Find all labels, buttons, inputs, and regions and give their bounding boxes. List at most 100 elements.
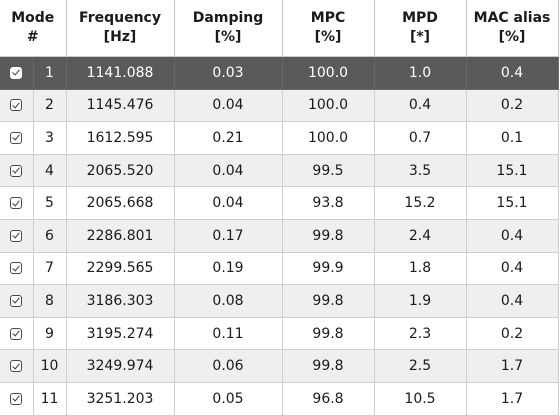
mode-number-cell: 3 [32, 121, 67, 155]
mac-alias-cell: 1.7 [465, 349, 559, 383]
column-header-unit: [%] [314, 29, 342, 45]
mpc-cell: 99.5 [281, 153, 375, 188]
table-row[interactable]: 5 2065.668 0.04 93.8 15.2 15.1 [0, 186, 559, 220]
row-checkbox-cell[interactable] [0, 121, 34, 155]
column-header-unit: # [26, 29, 39, 45]
table-row[interactable]: 10 3249.974 0.06 99.8 2.5 1.7 [0, 349, 559, 383]
damping-cell: 0.04 [173, 88, 283, 123]
damping-cell: 0.19 [173, 251, 283, 286]
row-checkbox[interactable] [10, 131, 23, 144]
column-header-damping[interactable]: Damping [%] [173, 0, 283, 57]
mac-alias-cell: 0.2 [465, 88, 559, 123]
mpd-cell: 0.4 [373, 88, 467, 123]
column-header-unit: [%] [498, 29, 526, 45]
mpc-cell: 99.8 [281, 284, 375, 318]
mac-alias-cell: 1.7 [465, 381, 559, 416]
table-row[interactable]: 11 3251.203 0.05 96.8 10.5 1.7 [0, 381, 559, 416]
mac-alias-cell: 0.4 [465, 56, 559, 90]
row-checkbox-cell[interactable] [0, 316, 34, 351]
mpc-cell: 99.8 [281, 218, 375, 253]
row-checkbox[interactable] [10, 229, 23, 242]
column-header-unit: [Hz] [103, 29, 137, 45]
frequency-cell: 3186.303 [65, 284, 175, 318]
damping-cell: 0.06 [173, 349, 283, 383]
mpc-cell: 100.0 [281, 88, 375, 123]
frequency-cell: 3249.974 [65, 349, 175, 383]
row-checkbox-cell[interactable] [0, 88, 34, 123]
column-header-mpd[interactable]: MPD [*] [373, 0, 467, 57]
mpc-cell: 99.8 [281, 316, 375, 351]
column-header-unit: [%] [214, 29, 242, 45]
table-row[interactable]: 9 3195.274 0.11 99.8 2.3 0.2 [0, 316, 559, 351]
row-checkbox-cell[interactable] [0, 284, 34, 318]
mac-alias-cell: 0.4 [465, 251, 559, 286]
mac-alias-cell: 0.2 [465, 316, 559, 351]
mode-number-cell: 2 [32, 88, 67, 123]
table-body: 1 1141.088 0.03 100.0 1.0 0.4 2 1145.476… [0, 56, 559, 416]
mpc-cell: 100.0 [281, 121, 375, 155]
frequency-cell: 2286.801 [65, 218, 175, 253]
row-checkbox-cell[interactable] [0, 56, 34, 90]
frequency-cell: 1145.476 [65, 88, 175, 123]
mode-number-cell: 4 [32, 153, 67, 188]
table-row[interactable]: 7 2299.565 0.19 99.9 1.8 0.4 [0, 251, 559, 286]
mac-alias-cell: 15.1 [465, 186, 559, 220]
mpd-cell: 10.5 [373, 381, 467, 416]
row-checkbox-cell[interactable] [0, 251, 34, 286]
row-checkbox[interactable] [10, 294, 23, 307]
row-checkbox[interactable] [10, 360, 23, 373]
column-header-mpc[interactable]: MPC [%] [281, 0, 375, 57]
mac-alias-cell: 0.1 [465, 121, 559, 155]
row-checkbox[interactable] [10, 99, 23, 112]
row-checkbox-cell[interactable] [0, 349, 34, 383]
mode-number-cell: 11 [32, 381, 67, 416]
column-header-mac-alias[interactable]: MAC alias [%] [465, 0, 559, 57]
mac-alias-cell: 0.4 [465, 218, 559, 253]
column-header-mode[interactable]: Mode # [0, 0, 67, 57]
table-row[interactable]: 2 1145.476 0.04 100.0 0.4 0.2 [0, 88, 559, 123]
column-header-frequency[interactable]: Frequency [Hz] [65, 0, 175, 57]
row-checkbox-cell[interactable] [0, 186, 34, 220]
table-header: Mode # Frequency [Hz] Damping [%] MPC [%… [0, 0, 559, 57]
column-header-label: MPC [310, 10, 346, 26]
damping-cell: 0.04 [173, 186, 283, 220]
mpd-cell: 2.3 [373, 316, 467, 351]
table-row[interactable]: 8 3186.303 0.08 99.8 1.9 0.4 [0, 284, 559, 318]
mpd-cell: 0.7 [373, 121, 467, 155]
mode-number-cell: 7 [32, 251, 67, 286]
frequency-cell: 2299.565 [65, 251, 175, 286]
row-checkbox-cell[interactable] [0, 153, 34, 188]
row-checkbox-cell[interactable] [0, 381, 34, 416]
mpd-cell: 1.9 [373, 284, 467, 318]
column-header-label: Mode [11, 10, 55, 26]
frequency-cell: 1612.595 [65, 121, 175, 155]
row-checkbox[interactable] [10, 164, 23, 177]
row-checkbox[interactable] [10, 392, 23, 405]
table-row[interactable]: 6 2286.801 0.17 99.8 2.4 0.4 [0, 218, 559, 253]
row-checkbox[interactable] [10, 262, 23, 275]
damping-cell: 0.21 [173, 121, 283, 155]
damping-cell: 0.17 [173, 218, 283, 253]
row-checkbox-cell[interactable] [0, 218, 34, 253]
frequency-cell: 3195.274 [65, 316, 175, 351]
damping-cell: 0.03 [173, 56, 283, 90]
table-row[interactable]: 3 1612.595 0.21 100.0 0.7 0.1 [0, 121, 559, 155]
header-row: Mode # Frequency [Hz] Damping [%] MPC [%… [0, 0, 559, 57]
mpd-cell: 1.8 [373, 251, 467, 286]
mpc-cell: 100.0 [281, 56, 375, 90]
mpc-cell: 99.8 [281, 349, 375, 383]
column-header-label: Damping [192, 10, 264, 26]
table-row[interactable]: 1 1141.088 0.03 100.0 1.0 0.4 [0, 56, 559, 90]
mode-number-cell: 1 [32, 56, 67, 90]
mode-number-cell: 9 [32, 316, 67, 351]
damping-cell: 0.04 [173, 153, 283, 188]
row-checkbox[interactable] [10, 327, 23, 340]
damping-cell: 0.08 [173, 284, 283, 318]
mpd-cell: 2.5 [373, 349, 467, 383]
row-checkbox[interactable] [10, 66, 23, 79]
table-row[interactable]: 4 2065.520 0.04 99.5 3.5 15.1 [0, 153, 559, 188]
row-checkbox[interactable] [10, 197, 23, 210]
mpc-cell: 99.9 [281, 251, 375, 286]
column-header-label: Frequency [79, 10, 161, 26]
frequency-cell: 2065.520 [65, 153, 175, 188]
